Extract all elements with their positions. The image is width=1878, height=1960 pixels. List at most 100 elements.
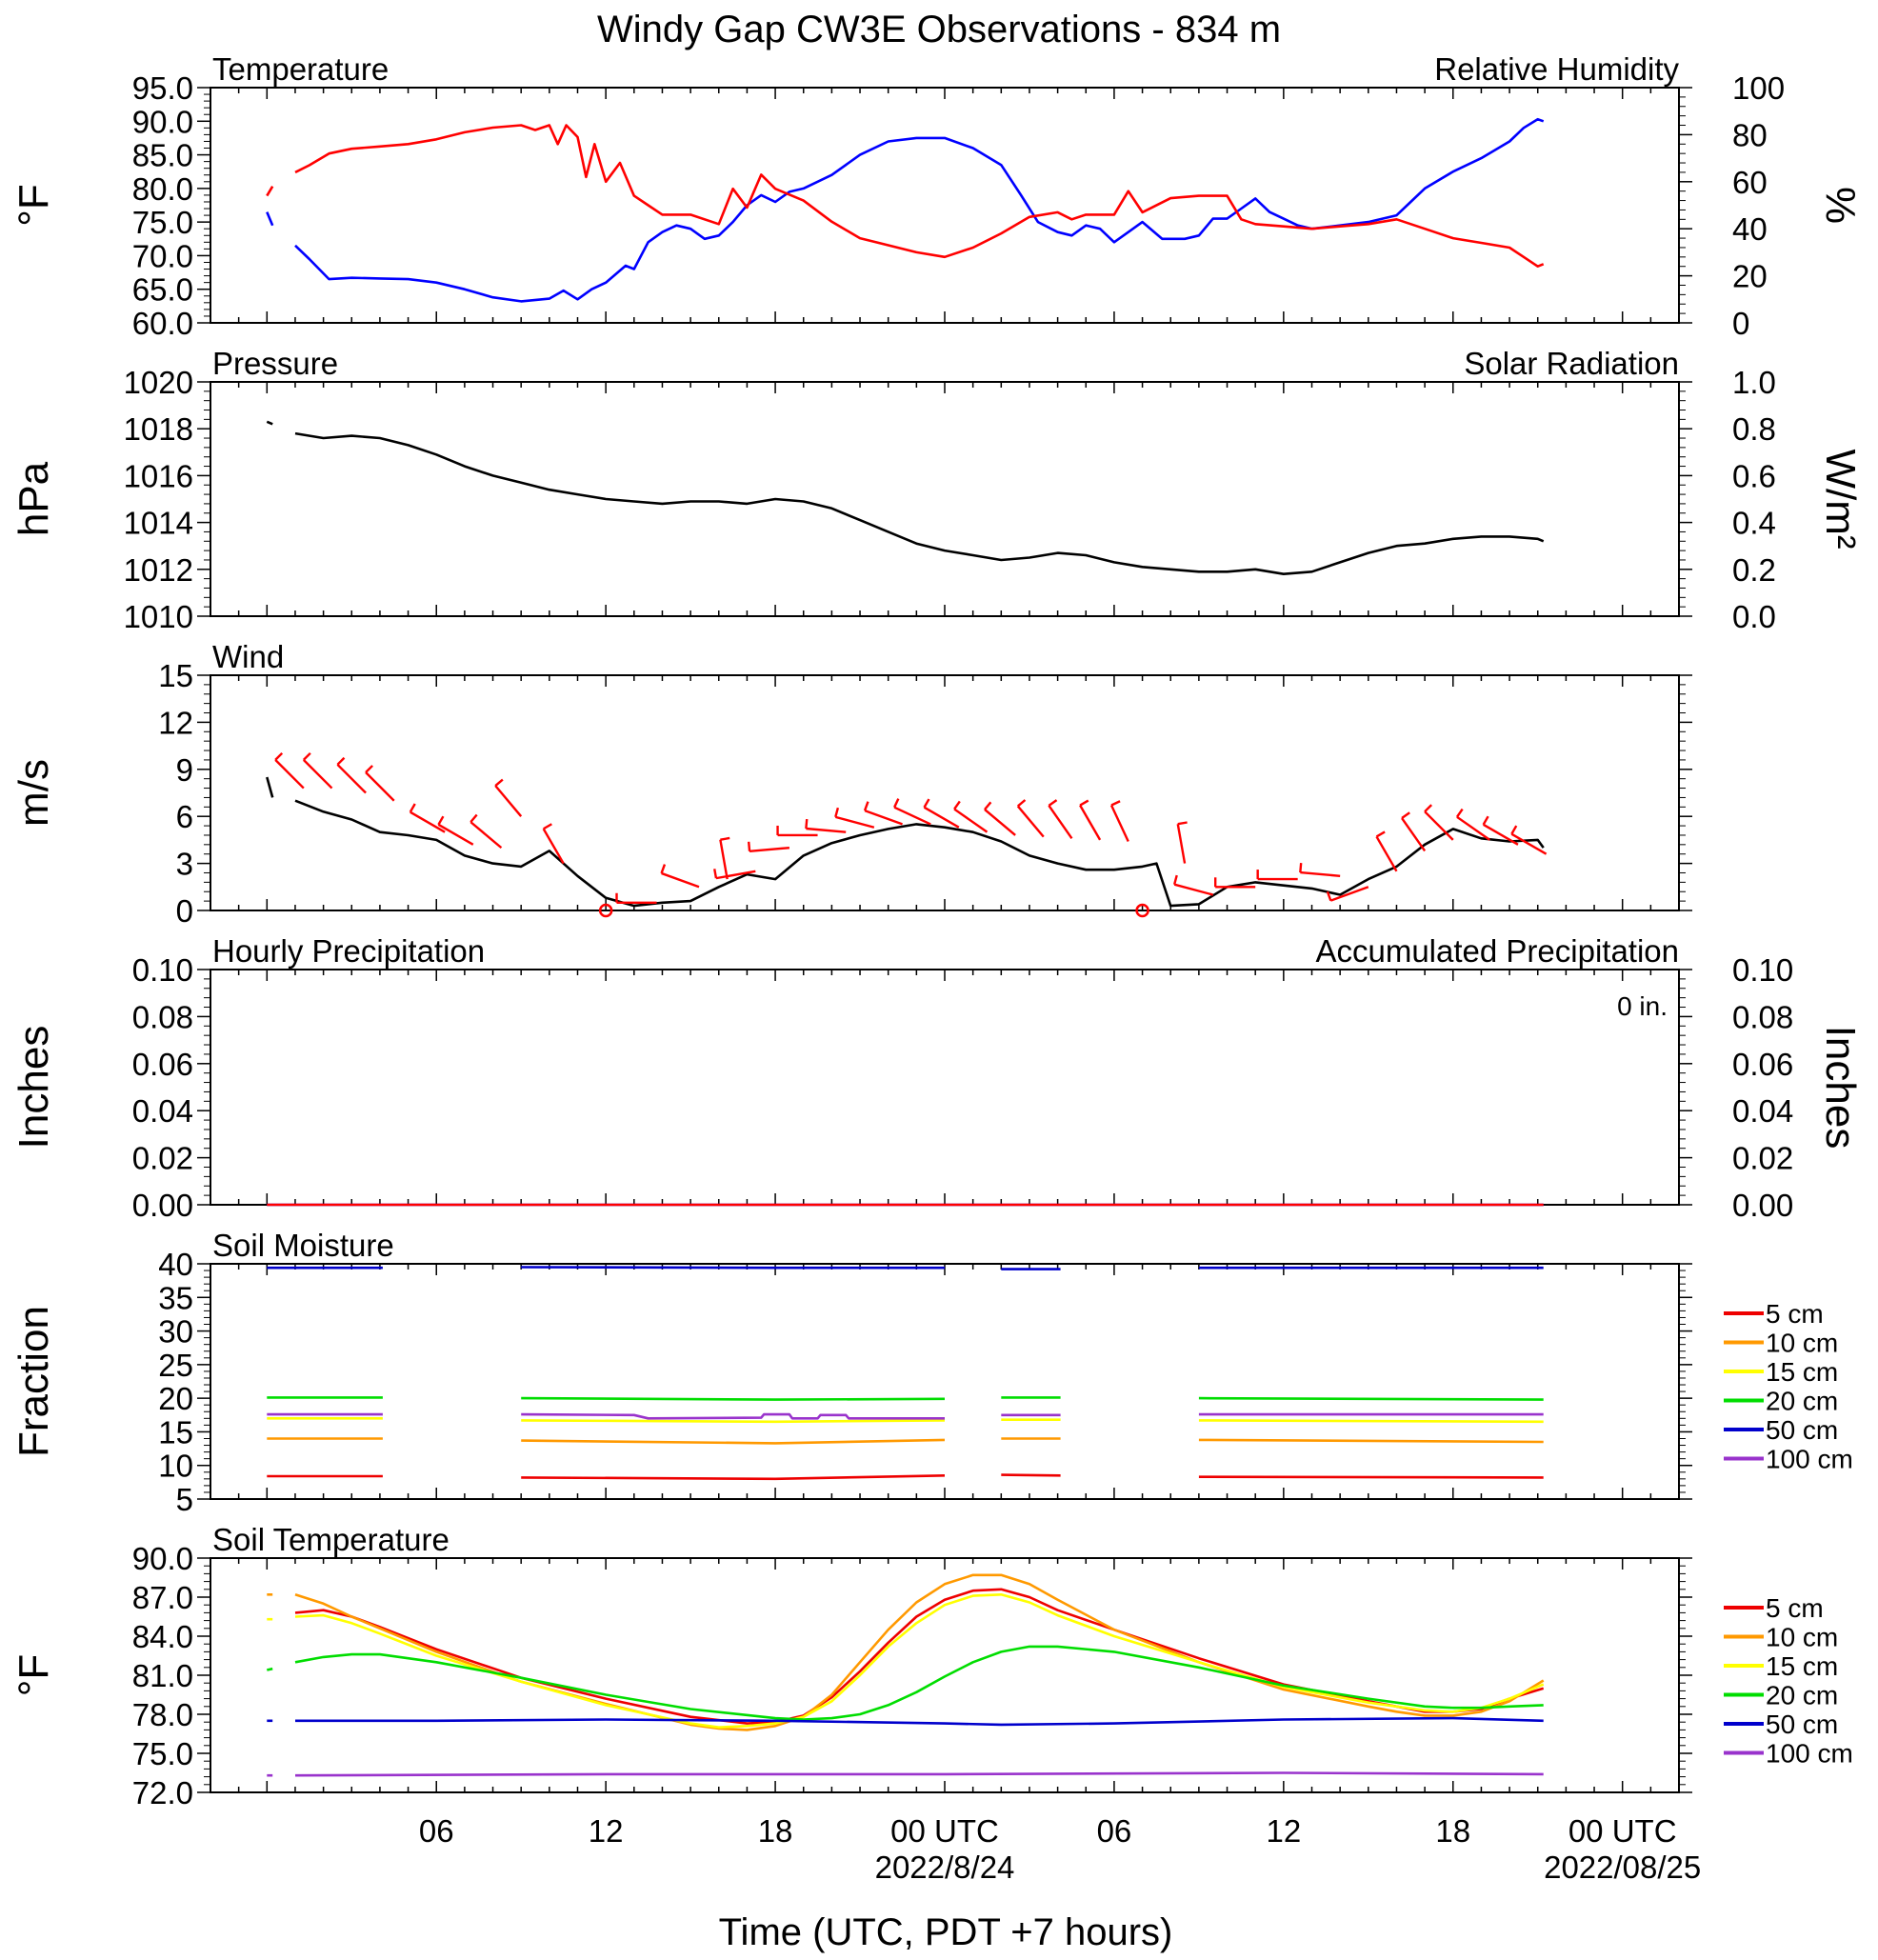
panel-title-right: Relative Humidity [1434, 51, 1679, 87]
series-line-5-cm [521, 1474, 946, 1481]
legend-label: 5 cm [1766, 1593, 1824, 1623]
y-tick-label: 60.0 [132, 306, 193, 341]
panel-title-left: Temperature [212, 51, 389, 87]
wind-barb [1329, 886, 1369, 902]
legend-label: 50 cm [1766, 1415, 1838, 1445]
y-tick-label: 0.06 [132, 1047, 193, 1082]
wind-barb [494, 785, 523, 817]
calm-wind-marker [598, 903, 613, 918]
y-tick-label: 95.0 [132, 70, 193, 106]
panel-annotation: 0 in. [1617, 991, 1668, 1021]
wind-barb [302, 759, 333, 790]
series-line-5-cm [1198, 1475, 1544, 1479]
legend-label: 15 cm [1766, 1357, 1838, 1387]
legend-label: 15 cm [1766, 1651, 1838, 1681]
wind-barb [542, 828, 565, 865]
y-right-tick-label: 40 [1732, 211, 1768, 247]
y-tick-label: 0.02 [132, 1141, 193, 1176]
legend-label: 100 cm [1766, 1739, 1853, 1769]
x-axis-label: Time (UTC, PDT +7 hours) [719, 1911, 1173, 1953]
y-tick-label: 12 [158, 705, 193, 740]
series-line-15-cm [1198, 1419, 1544, 1424]
wind-barb [806, 827, 847, 833]
wind-barb [749, 846, 790, 852]
wind-barb-flag [660, 864, 667, 874]
y-right-tick-label: 100 [1732, 70, 1785, 106]
panel-title-right: Accumulated Precipitation [1315, 933, 1679, 969]
x-tick-label: 12 [589, 1813, 624, 1849]
x-tick-date-label: 2022/08/25 [1544, 1850, 1701, 1885]
wind-barb [1016, 805, 1045, 838]
plot-frame [210, 1263, 1680, 1500]
wind-barb-flag [1048, 799, 1058, 807]
y-right-tick-label: 0.08 [1732, 999, 1793, 1034]
wind-barb [1173, 883, 1214, 896]
y-tick-label: 15 [158, 658, 193, 693]
panel-title-left: Soil Moisture [212, 1228, 394, 1263]
y-tick-label: 0 [176, 893, 193, 929]
wind-barb-flag [720, 836, 730, 841]
legend-label: 10 cm [1766, 1623, 1838, 1652]
wind-barb [923, 806, 960, 829]
series-line-relative-humidity [294, 124, 1545, 269]
wind-barb-flag [409, 803, 416, 813]
y-right-tick-label: 0.6 [1732, 458, 1776, 493]
legend-label: 20 cm [1766, 1387, 1838, 1416]
y-axis-label-right: % [1817, 187, 1864, 224]
x-tick-label: 06 [1097, 1813, 1132, 1849]
y-axis-label: hPa [10, 461, 57, 536]
series-line-20-cm [521, 1396, 946, 1401]
wind-barb-flag [1017, 799, 1027, 808]
wind-barb-flag [365, 765, 373, 773]
y-right-tick-label: 0.10 [1732, 952, 1793, 988]
panel-precip: 0.00 0.02 0.04 0.06 0.08 0.10 0.00 0.02 0.04 0.06… [10, 933, 1864, 1223]
y-tick-label: 1016 [124, 458, 193, 493]
wind-barb-flag [1455, 808, 1464, 818]
y-axis-label: °F [10, 1654, 57, 1696]
wind-barb [719, 839, 729, 880]
series-line-20-cm [294, 1645, 1544, 1721]
series-line-100-cm [294, 1771, 1544, 1777]
wind-barb [1482, 823, 1519, 846]
panel-title-left: Hourly Precipitation [212, 933, 485, 969]
y-right-tick-label: 0.2 [1732, 552, 1776, 588]
y-tick-label: 0.10 [132, 952, 193, 988]
wind-barb-flag [1079, 799, 1089, 807]
series-line-10-cm [521, 1438, 946, 1445]
wind-barb-flag [1326, 890, 1332, 902]
y-tick-label: 1014 [124, 506, 193, 541]
y-right-tick-label: 0.04 [1732, 1093, 1793, 1129]
wind-barb-flag [923, 798, 930, 809]
y-tick-label: 25 [158, 1348, 193, 1383]
wind-barb-flag [494, 778, 504, 787]
series-line-10-cm [294, 1573, 1545, 1731]
y-tick-label: 72.0 [132, 1775, 193, 1810]
panel-title-left: Soil Temperature [212, 1522, 450, 1557]
wind-barb [1456, 815, 1491, 841]
y-tick-label: 6 [176, 799, 193, 834]
y-tick-label: 81.0 [132, 1658, 193, 1693]
wind-barb-flag [437, 815, 445, 826]
series-line-pressure [294, 431, 1545, 576]
y-axis-label: m/s [10, 759, 57, 827]
y-tick-label: 15 [158, 1414, 193, 1450]
figure-title: Windy Gap CW3E Observations - 834 m [597, 9, 1281, 50]
wind-barb [1510, 832, 1548, 855]
wind-barb [1300, 870, 1341, 877]
wind-barb-flag [302, 751, 311, 761]
series-line-50-cm [295, 1716, 1544, 1727]
wind-barb [984, 809, 1016, 836]
legend-label: 10 cm [1766, 1329, 1838, 1358]
y-right-tick-label: 0.0 [1732, 599, 1776, 634]
wind-barb [1109, 804, 1129, 843]
wind-barb-flag [470, 813, 478, 823]
series-line-temperature [266, 211, 274, 227]
y-tick-label: 85.0 [132, 138, 193, 173]
y-tick-label: 84.0 [132, 1619, 193, 1654]
wind-barb-flag [1482, 815, 1489, 826]
x-tick-label: 00 UTC [1568, 1813, 1677, 1849]
wind-barb-flag [1401, 811, 1410, 820]
wind-barb-flag [274, 751, 284, 761]
